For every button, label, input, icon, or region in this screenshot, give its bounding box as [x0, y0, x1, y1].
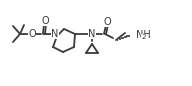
Text: O: O: [28, 29, 36, 39]
Text: 2: 2: [141, 34, 146, 40]
Text: O: O: [103, 17, 111, 27]
Text: NH: NH: [136, 30, 151, 40]
Text: N: N: [88, 29, 96, 39]
Text: N: N: [51, 29, 59, 39]
Text: O: O: [41, 16, 49, 26]
